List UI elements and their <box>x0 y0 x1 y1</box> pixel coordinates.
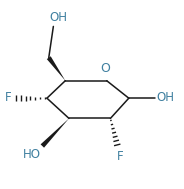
Polygon shape <box>41 119 69 148</box>
Text: F: F <box>117 150 124 163</box>
Text: HO: HO <box>22 148 40 161</box>
Text: OH: OH <box>156 91 174 104</box>
Text: O: O <box>100 62 110 75</box>
Text: F: F <box>4 91 11 104</box>
Text: OH: OH <box>49 11 67 24</box>
Polygon shape <box>47 56 65 81</box>
